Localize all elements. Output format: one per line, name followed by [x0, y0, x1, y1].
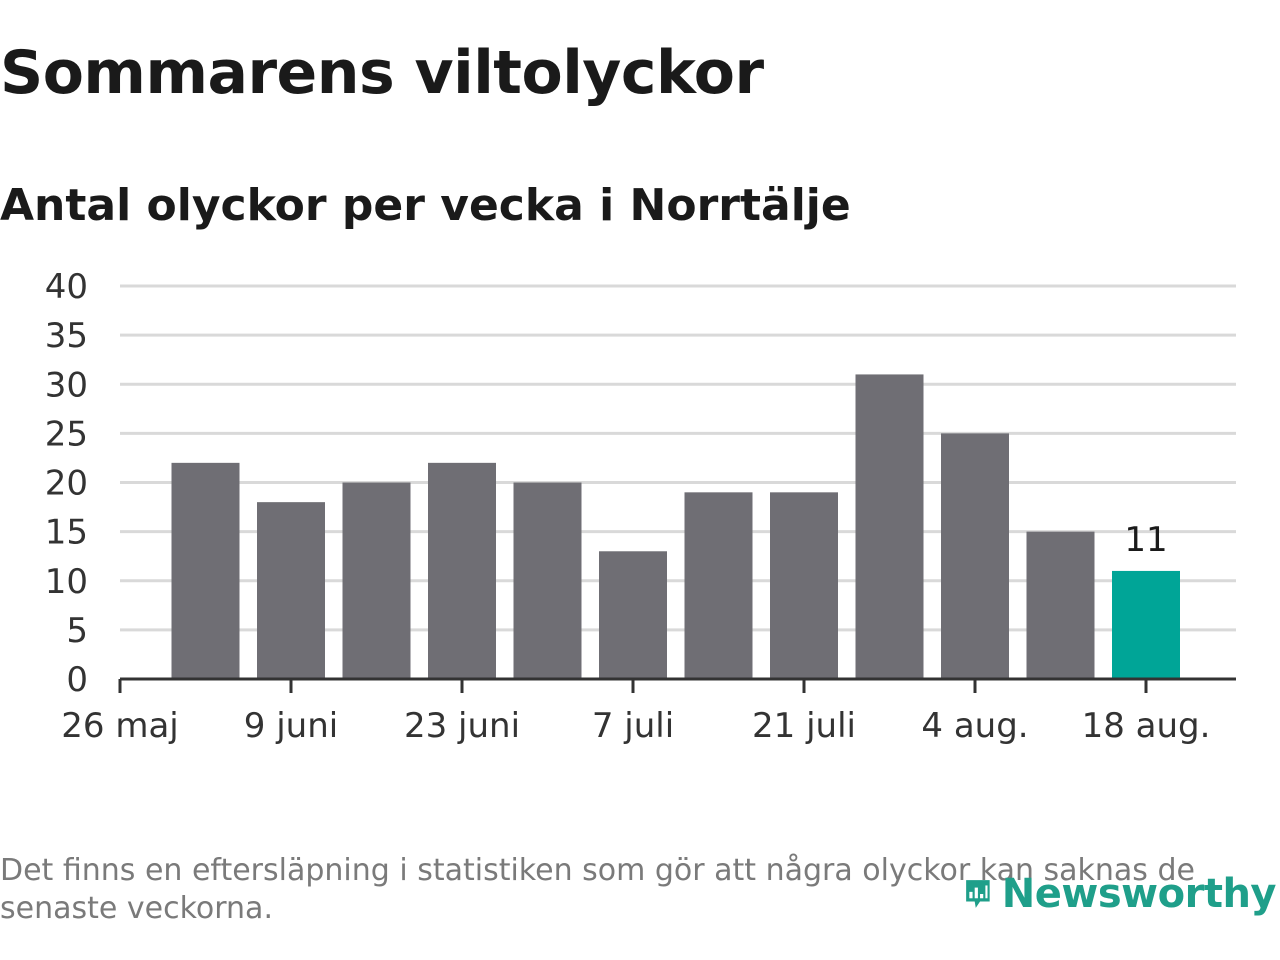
x-tick-label: 18 aug. [1082, 706, 1211, 746]
bar-highlighted [1112, 570, 1180, 679]
y-tick-label: 35 [45, 316, 88, 356]
bar [257, 502, 325, 679]
y-tick-label: 15 [45, 513, 88, 553]
x-tick-label: 21 juli [752, 706, 856, 746]
bar [855, 374, 924, 679]
bar [684, 492, 753, 679]
bar [428, 462, 496, 679]
x-tick-label: 7 juli [592, 706, 674, 746]
y-tick-label: 5 [66, 611, 88, 651]
highlight-value-label: 11 [1124, 520, 1167, 560]
newsworthy-chart-icon [966, 880, 990, 908]
x-tick-label: 26 maj [61, 706, 178, 746]
bar [599, 551, 667, 679]
x-axis: 26 maj 9 juni 23 juni 7 juli 21 juli 4 aug. 18… [61, 677, 1236, 746]
y-tick-label: 10 [45, 562, 88, 602]
bar-chart: 0 5 10 15 20 25 30 35 40 26 maj 9 juni 23 juni 7 ju… [45, 267, 1236, 746]
x-tick-label: 4 aug. [921, 706, 1028, 746]
bar [171, 462, 240, 679]
y-axis-ticks: 0 5 10 15 20 25 30 35 40 [45, 267, 88, 700]
bar [770, 492, 838, 679]
x-tick-label: 9 juni [244, 706, 338, 746]
bar [941, 433, 1009, 679]
y-tick-label: 0 [66, 660, 88, 700]
bar [513, 482, 582, 679]
bars [171, 374, 1180, 679]
data-labels: 11 [1124, 520, 1167, 560]
logo-text: Newsworthy [1001, 871, 1277, 917]
newsworthy-logo: Newsworthy [964, 862, 1277, 926]
y-tick-label: 20 [45, 464, 88, 504]
bar [342, 482, 411, 679]
chart-subtitle: Antal olyckor per vecka i Norrtälje [0, 180, 851, 231]
chart-title: Sommarens viltolyckor [0, 38, 764, 108]
y-tick-label: 30 [45, 365, 88, 405]
x-tick-label: 23 juni [404, 706, 520, 746]
bar [1026, 531, 1095, 679]
y-tick-label: 25 [45, 414, 88, 454]
y-tick-label: 40 [45, 267, 88, 307]
grid-lines [120, 284, 1236, 632]
footnote: Det finns en eftersläpning i statistiken… [0, 853, 1195, 926]
